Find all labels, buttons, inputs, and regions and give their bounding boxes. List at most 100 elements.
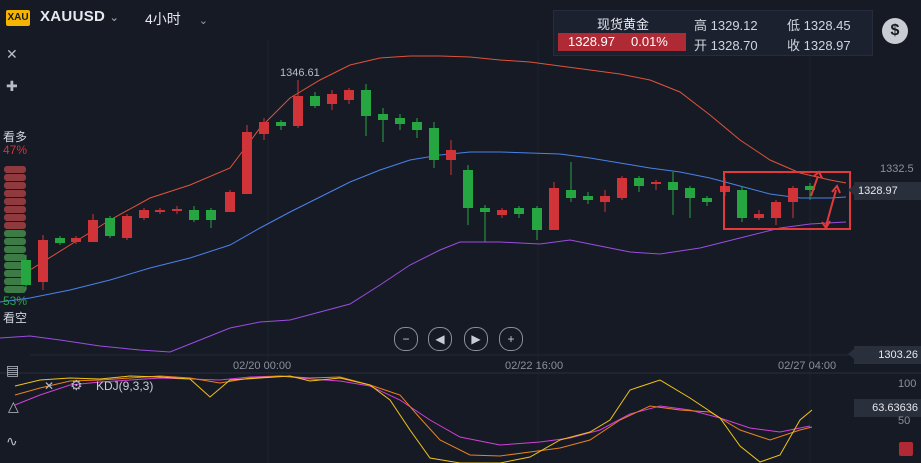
candle [242, 125, 252, 194]
candle [155, 208, 165, 214]
sentiment-bar [4, 230, 26, 237]
sentiment-bar [4, 262, 26, 269]
candle [788, 186, 798, 218]
sentiment-bar [4, 190, 26, 197]
sentiment-bar [4, 238, 26, 245]
indicator-badge [899, 442, 913, 456]
candle [805, 183, 815, 200]
skip-back-icon[interactable]: ◀ [428, 327, 452, 351]
highlight-box [723, 171, 851, 230]
candlesticks [21, 80, 815, 290]
date-label-3: 02/27 04:00 [778, 360, 837, 372]
upper-band-line [29, 55, 847, 271]
candle [122, 214, 132, 240]
kdj-k-line [14, 375, 813, 463]
indicator-name: KDJ(9,3,3) [96, 379, 154, 393]
candle [378, 108, 388, 142]
candle [105, 216, 115, 238]
candle [276, 120, 286, 130]
candle [412, 118, 422, 138]
candle [514, 206, 524, 218]
sentiment-bar [4, 286, 26, 293]
candle [225, 190, 235, 212]
sentiment-bar [4, 198, 26, 205]
quote-name: 现货黄金 [597, 17, 650, 32]
sentiment-bar [4, 222, 26, 229]
candle [583, 192, 593, 204]
crosshair-icon[interactable]: ✚ [6, 78, 18, 94]
candle [361, 84, 371, 136]
candle [463, 165, 473, 225]
zoom-out-icon[interactable]: − [394, 327, 418, 351]
candle [395, 114, 405, 130]
indicator-value-label: 63.63636 [854, 399, 921, 417]
candle [600, 190, 610, 212]
drawing-icon[interactable]: △ [8, 398, 19, 414]
candle [737, 186, 747, 222]
zoom-in-icon[interactable]: + [499, 327, 523, 351]
candle [310, 92, 320, 108]
bear-label: 看空 [3, 311, 28, 325]
sentiment-bar [4, 214, 26, 221]
sentiment-bar [4, 278, 26, 285]
candle [172, 206, 182, 214]
high-annotation: 1346.61 [280, 67, 320, 79]
candle [497, 208, 507, 218]
sentiment-bar [4, 246, 26, 253]
close-indicator-icon[interactable]: ✕ [44, 379, 55, 393]
dollar-icon[interactable]: $ [882, 18, 908, 44]
candle [566, 162, 576, 202]
candle [668, 172, 678, 215]
quote-price-badge: 1328.97 0.01% [558, 33, 686, 51]
candle [754, 210, 764, 220]
candle [88, 214, 98, 242]
sentiment-bar [4, 166, 26, 173]
candle [429, 122, 439, 168]
quote-price: 1328.97 [568, 34, 615, 49]
candle [480, 205, 490, 242]
candle [21, 255, 31, 290]
bull-label: 看多 [3, 130, 28, 144]
candle [549, 182, 559, 230]
candle [344, 88, 354, 104]
sentiment-bar [4, 254, 26, 261]
quote-change: 0.01% [631, 34, 668, 49]
candle [771, 200, 781, 225]
sentiment-bar [4, 182, 26, 189]
close-icon[interactable]: ✕ [6, 46, 18, 62]
candle [685, 186, 695, 218]
quote-open: 开 1328.70 [694, 38, 758, 53]
chart-icon[interactable]: ▤ [6, 362, 20, 378]
quote-high: 高 1329.12 [694, 18, 758, 33]
timeframe-selector[interactable]: 4小时 ⌄ [145, 9, 208, 29]
candle [651, 180, 661, 190]
candle [293, 80, 303, 128]
kdj-j-line [14, 375, 811, 446]
symbol-logo: XAU [6, 10, 30, 26]
price-axis-label-top: 1332.5 [880, 163, 914, 175]
sentiment-bar [4, 174, 26, 181]
candle [71, 236, 81, 244]
wave-icon[interactable]: ∿ [6, 433, 18, 449]
skip-forward-icon[interactable]: ▶ [464, 327, 488, 351]
sentiment-bar [4, 206, 26, 213]
lower-band-line [0, 221, 847, 353]
bear-percent: 53% [3, 294, 28, 308]
current-price-pointer [848, 185, 854, 195]
candle [206, 208, 216, 228]
indicator-axis-50: 50 [898, 415, 911, 427]
chevron-down-icon: ⌄ [198, 15, 208, 27]
candle [327, 90, 337, 110]
candle [446, 140, 456, 175]
indicator-axis-100: 100 [898, 378, 917, 390]
lower-price-pointer [848, 349, 854, 359]
candle [139, 208, 149, 220]
settings-icon[interactable]: ⚙ [70, 377, 83, 393]
chevron-down-icon: ⌄ [109, 12, 120, 24]
candle [55, 236, 65, 245]
quote-low: 低 1328.45 [787, 18, 851, 33]
candle [532, 206, 542, 240]
date-label-2: 02/22 16:00 [505, 360, 564, 372]
symbol-selector[interactable]: XAUUSD ⌄ [40, 8, 119, 25]
